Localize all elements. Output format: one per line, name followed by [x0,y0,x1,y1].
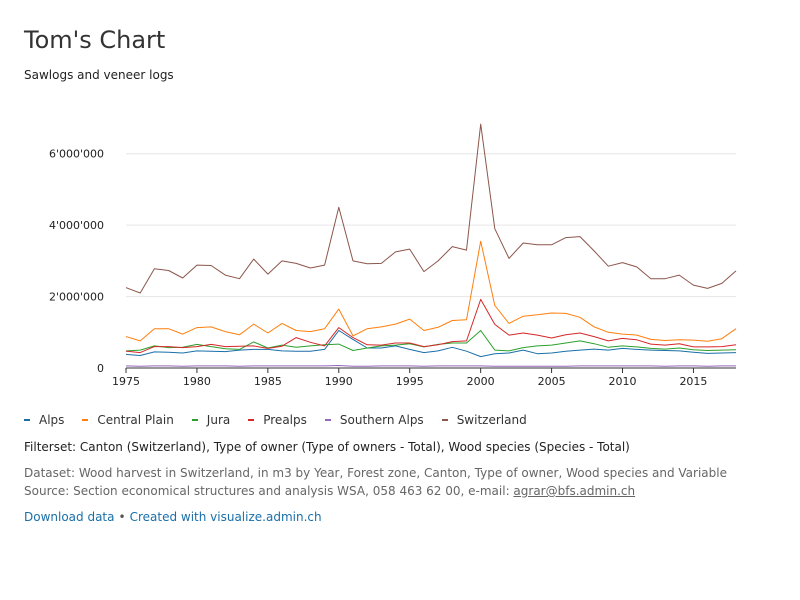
created-with-link[interactable]: Created with visualize.admin.ch [129,510,322,524]
y-tick-label: 6'000'000 [49,148,104,161]
dataset-text: Dataset: Wood harvest in Switzerland, in… [24,466,727,480]
filterset-text: Filterset: Canton (Switzerland), Type of… [24,440,630,454]
legend-swatch [248,419,255,421]
y-tick-label: 2'000'000 [49,291,104,304]
legend-label: Southern Alps [339,413,424,427]
legend-item-central-plain[interactable]: Central Plain [82,413,174,427]
x-tick-label: 2000 [467,375,495,388]
x-tick-label: 1995 [396,375,424,388]
legend-item-jura[interactable]: Jura [191,413,231,427]
y-tick-label: 4'000'000 [49,219,104,232]
footer-links: Download data • Created with visualize.adm… [24,510,322,524]
chart-title: Tom's Chart [24,26,166,54]
x-tick-label: 2010 [609,375,637,388]
source-line: Source: Section economical structures an… [24,484,635,498]
grid-layer [126,153,736,298]
series-layer [125,123,737,367]
y-axis-ticks: 0 2'000'000 4'000'000 6'000'000 [49,148,104,375]
series-line-alps[interactable] [125,330,737,358]
legend-swatch [24,419,30,421]
legend-label: Central Plain [97,413,174,427]
series-line-switzerland[interactable] [125,123,737,294]
series-line-central-plain[interactable] [125,240,737,342]
legend: Alps Central Plain Jura Prealps Southern Alp… [24,413,545,427]
legend-label: Prealps [263,413,307,427]
download-data-link[interactable]: Download data [24,510,115,524]
link-separator: • [118,510,126,524]
x-tick-label: 2015 [679,375,707,388]
source-text: Source: Section economical structures an… [24,484,514,498]
legend-label: Jura [206,413,231,427]
legend-swatch [441,419,448,421]
legend-item-prealps[interactable]: Prealps [248,413,307,427]
line-chart: 0 2'000'000 4'000'000 6'000'000 1975 1980 198… [49,123,737,388]
legend-swatch [324,419,331,421]
chart-subtitle: Sawlogs and veneer logs [24,68,174,82]
legend-label: Alps [39,413,65,427]
x-axis: 1975 1980 1985 1990 1995 2000 2005 2010 2015 [112,367,736,388]
y-tick-label: 0 [97,362,104,375]
legend-item-switzerland[interactable]: Switzerland [441,413,527,427]
x-tick-label: 1980 [183,375,211,388]
legend-item-southern-alps[interactable]: Southern Alps [324,413,424,427]
legend-label: Switzerland [456,413,527,427]
legend-swatch [191,419,198,421]
x-tick-label: 1975 [112,375,140,388]
source-email-link[interactable]: agrar@bfs.admin.ch [513,484,636,498]
x-tick-label: 1985 [254,375,282,388]
series-line-southern-alps[interactable] [125,365,736,367]
x-tick-label: 2005 [538,375,566,388]
legend-item-alps[interactable]: Alps [24,413,64,427]
x-tick-label: 1990 [325,375,353,388]
legend-swatch [82,419,89,421]
series-line-prealps[interactable] [125,298,737,354]
series-line-jura[interactable] [125,330,737,352]
